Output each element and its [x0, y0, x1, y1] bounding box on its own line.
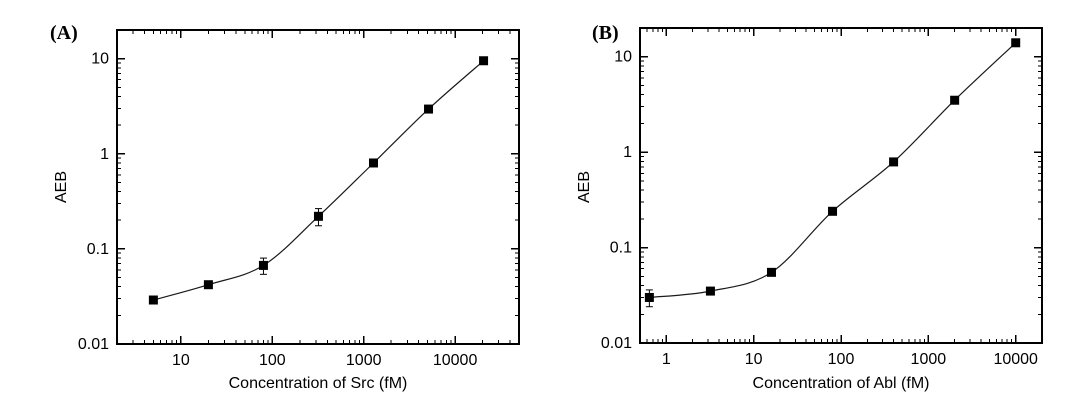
data-point-marker — [828, 206, 838, 216]
data-point-marker — [424, 104, 434, 114]
data-point-marker — [479, 56, 489, 66]
data-point-marker — [148, 295, 158, 305]
tick-labels: 10 100 1000 10000 0.01 0.1 1 10 — [78, 51, 478, 369]
data-point-marker — [950, 95, 960, 105]
x-tick-label: 1 — [662, 351, 671, 368]
data-point-marker — [313, 211, 323, 221]
x-tick-label: 100 — [259, 352, 286, 369]
y-tick-label: 0.1 — [87, 241, 109, 258]
data-point-marker — [203, 280, 213, 290]
y-tick-label: 1 — [623, 144, 632, 161]
plot-frame — [116, 29, 520, 345]
panel-a-letter: (A) — [50, 22, 78, 44]
panel-a-y-axis-title: AEB — [53, 170, 70, 204]
x-tick-label: 100 — [828, 351, 855, 368]
x-tick-label: 1000 — [911, 351, 947, 368]
fit-curve — [153, 60, 484, 301]
x-tick-label: 10 — [172, 352, 190, 369]
data-point-marker — [705, 286, 715, 296]
tick-labels: 1 10 100 1000 10000 0.01 0.1 1 10 — [601, 49, 1038, 368]
y-tick-label: 0.01 — [78, 336, 109, 353]
axis-ticks — [116, 29, 520, 345]
panel-a: 10 100 1000 10000 0.01 0.1 1 10 — [78, 29, 520, 369]
x-tick-label: 1000 — [346, 352, 382, 369]
y-tick-label: 10 — [91, 51, 109, 68]
data-point-marker — [1011, 38, 1021, 48]
x-tick-label: 10 — [745, 351, 763, 368]
data-point-marker — [258, 260, 268, 270]
y-tick-label: 0.01 — [601, 335, 632, 352]
fit-curve — [649, 42, 1017, 299]
y-tick-label: 10 — [614, 49, 632, 66]
x-tick-label: 10000 — [993, 351, 1038, 368]
panel-b-y-axis-title: AEB — [576, 170, 593, 204]
data-point-marker — [766, 267, 776, 277]
panel-b-letter: (B) — [592, 22, 619, 44]
data-point-marker — [889, 157, 899, 167]
panel-b: 1 10 100 1000 10000 0.01 0.1 1 10 — [601, 27, 1043, 368]
x-tick-label: 10000 — [433, 352, 478, 369]
data-points — [148, 56, 489, 305]
data-points — [644, 38, 1021, 302]
data-point-marker — [644, 292, 654, 302]
y-tick-label: 1 — [100, 146, 109, 163]
plot-frame — [639, 27, 1043, 344]
error-bars — [149, 58, 488, 304]
error-bars — [645, 41, 1020, 308]
panel-a-x-axis-title: Concentration of Src (fM) — [228, 375, 408, 392]
y-tick-label: 0.1 — [610, 240, 632, 257]
panel-b-x-axis-title: Concentration of Abl (fM) — [752, 375, 930, 392]
data-point-marker — [369, 158, 379, 168]
